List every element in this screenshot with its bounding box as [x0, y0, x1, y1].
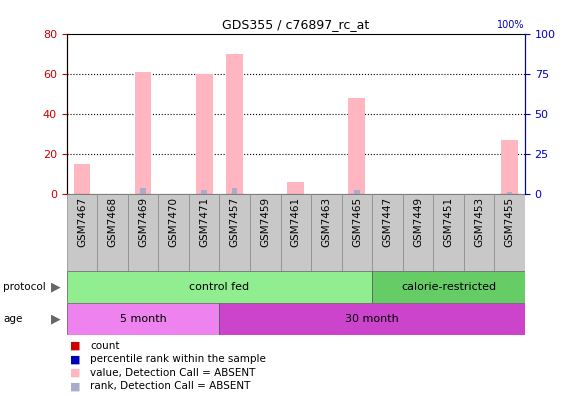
Bar	[158, 194, 189, 271]
Bar	[232, 188, 237, 194]
Bar	[140, 188, 146, 194]
Bar	[342, 194, 372, 271]
Text: GSM7459: GSM7459	[260, 197, 270, 247]
Text: percentile rank within the sample: percentile rank within the sample	[90, 354, 266, 364]
Text: GSM7463: GSM7463	[321, 197, 331, 247]
Text: value, Detection Call = ABSENT: value, Detection Call = ABSENT	[90, 368, 255, 378]
Text: ■: ■	[70, 341, 81, 350]
Text: GSM7470: GSM7470	[169, 197, 179, 247]
Bar	[403, 194, 433, 271]
Text: GSM7449: GSM7449	[413, 197, 423, 247]
Bar	[281, 194, 311, 271]
Text: GSM7465: GSM7465	[352, 197, 362, 247]
Bar	[219, 194, 250, 271]
Text: rank, Detection Call = ABSENT: rank, Detection Call = ABSENT	[90, 381, 251, 392]
Text: GSM7469: GSM7469	[138, 197, 148, 247]
Text: ■: ■	[70, 354, 81, 364]
Bar	[494, 194, 525, 271]
Bar	[433, 194, 464, 271]
Text: ▶: ▶	[51, 281, 61, 293]
Text: GSM7468: GSM7468	[107, 197, 118, 247]
Bar	[311, 194, 342, 271]
Text: ■: ■	[70, 381, 81, 392]
Text: GSM7455: GSM7455	[505, 197, 514, 247]
Bar	[135, 72, 151, 194]
Bar	[74, 164, 90, 194]
Bar	[250, 194, 281, 271]
Bar	[201, 190, 207, 194]
Text: GSM7453: GSM7453	[474, 197, 484, 247]
Text: count: count	[90, 341, 119, 350]
Bar	[67, 194, 97, 271]
Bar	[97, 194, 128, 271]
Text: 100%: 100%	[498, 21, 525, 30]
Bar	[372, 271, 525, 303]
Bar	[372, 194, 403, 271]
Bar	[189, 194, 219, 271]
Text: GSM7467: GSM7467	[77, 197, 87, 247]
Bar	[128, 194, 158, 271]
Text: GSM7471: GSM7471	[199, 197, 209, 247]
Bar	[349, 98, 365, 194]
Bar	[67, 271, 372, 303]
Text: 5 month: 5 month	[119, 314, 166, 324]
Title: GDS355 / c76897_rc_at: GDS355 / c76897_rc_at	[222, 18, 369, 31]
Text: GSM7461: GSM7461	[291, 197, 301, 247]
Bar	[219, 303, 525, 335]
Text: GSM7457: GSM7457	[230, 197, 240, 247]
Bar	[67, 303, 219, 335]
Bar	[501, 140, 518, 194]
Text: 30 month: 30 month	[345, 314, 399, 324]
Bar	[196, 74, 212, 194]
Text: protocol: protocol	[3, 282, 46, 292]
Text: GSM7447: GSM7447	[382, 197, 393, 247]
Text: age: age	[3, 314, 22, 324]
Text: control fed: control fed	[190, 282, 249, 292]
Bar	[507, 192, 512, 194]
Bar	[464, 194, 494, 271]
Text: ▶: ▶	[51, 312, 61, 325]
Bar	[354, 190, 360, 194]
Text: GSM7451: GSM7451	[444, 197, 454, 247]
Bar	[288, 182, 304, 194]
Text: ■: ■	[70, 368, 81, 378]
Bar	[226, 54, 243, 194]
Text: calorie-restricted: calorie-restricted	[401, 282, 496, 292]
